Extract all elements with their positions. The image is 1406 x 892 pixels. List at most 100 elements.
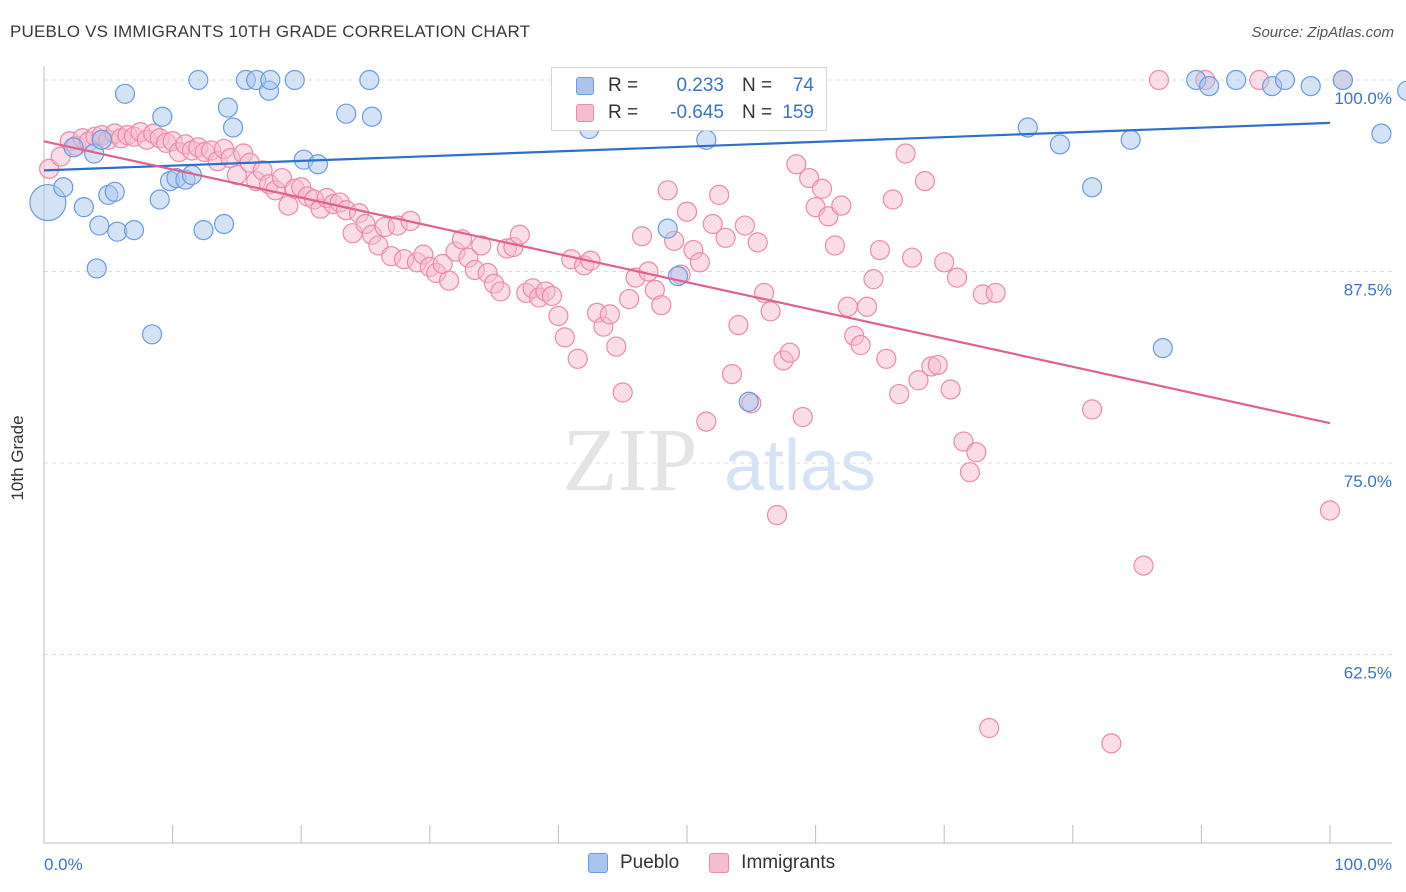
pueblo-point xyxy=(1274,69,1296,91)
legend-n-label: N = xyxy=(742,102,773,123)
immigrants-point xyxy=(651,295,672,316)
legend-label-pueblo: Pueblo xyxy=(620,852,680,873)
legend-r-label: R = xyxy=(608,75,639,96)
immigrants-point xyxy=(567,348,588,369)
immigrants-point xyxy=(599,304,620,325)
pueblo-point xyxy=(1226,69,1247,91)
immigrants-point xyxy=(940,379,961,400)
immigrants-point xyxy=(979,717,1000,739)
immigrants-point xyxy=(715,227,736,248)
immigrants-point xyxy=(889,383,910,405)
immigrants-point xyxy=(811,178,833,199)
pueblo-point xyxy=(141,324,163,345)
immigrants-point xyxy=(927,354,948,376)
pueblo-point xyxy=(1017,117,1038,138)
pueblo-point xyxy=(73,197,94,218)
pueblo-point xyxy=(107,221,128,242)
pueblo-point xyxy=(1332,69,1353,91)
pueblo-point xyxy=(361,106,383,127)
stats-legend: R = 0.233 N = 74 R = -0.645 N = 159 xyxy=(551,67,827,131)
pueblo-point xyxy=(1397,80,1406,101)
immigrants-trend-line xyxy=(43,140,1331,425)
pueblo-point xyxy=(89,215,110,236)
immigrants-point xyxy=(541,285,563,307)
pueblo-point xyxy=(738,391,759,412)
immigrants-point xyxy=(619,288,640,310)
watermark-zip: ZIP xyxy=(563,411,698,510)
pueblo-point xyxy=(359,69,380,91)
pueblo-point xyxy=(307,154,329,175)
y-tick-label: 100.0% xyxy=(1334,89,1392,108)
immigrants-point xyxy=(471,235,492,256)
immigrants-point xyxy=(824,235,845,256)
pueblo-point xyxy=(149,189,170,210)
pueblo-point xyxy=(53,177,74,198)
legend-swatch-pueblo xyxy=(588,853,608,873)
immigrants-point xyxy=(278,195,299,216)
immigrants-point xyxy=(689,252,710,273)
y-tick-label: 87.5% xyxy=(1344,281,1392,300)
legend-label-immigrants: Immigrants xyxy=(741,852,836,873)
axes xyxy=(43,66,1392,844)
immigrants-point xyxy=(490,281,511,302)
pueblo-point xyxy=(123,220,145,241)
pueblo-point xyxy=(657,218,678,239)
immigrants-point xyxy=(882,189,903,210)
immigrants-point xyxy=(985,282,1006,304)
pueblo-point xyxy=(260,69,281,91)
pueblo-points xyxy=(29,69,1406,412)
immigrants-point xyxy=(657,180,678,201)
legend-item-immigrants[interactable]: Immigrants xyxy=(709,852,835,874)
immigrants-point xyxy=(1081,399,1103,420)
immigrants-point xyxy=(792,406,813,428)
immigrants-point xyxy=(709,184,730,205)
immigrants-point xyxy=(876,348,897,369)
immigrants-point xyxy=(747,232,768,253)
watermark-atlas: atlas xyxy=(724,426,876,506)
source-credit: Source: ZipAtlas.com xyxy=(1251,24,1394,41)
legend-r-value: -0.645 xyxy=(670,102,724,123)
immigrants-point xyxy=(837,296,858,317)
legend-row-immigrants: R = -0.645 N = 159 xyxy=(576,101,814,125)
immigrants-point xyxy=(863,269,884,290)
tick-labels: 100.0% 87.5% 75.0% 62.5% 0.0% 100.0% xyxy=(44,89,1392,874)
immigrants-point xyxy=(901,247,923,268)
immigrants-point xyxy=(606,336,627,357)
immigrants-point xyxy=(548,305,569,327)
immigrants-point xyxy=(779,342,800,363)
immigrants-point xyxy=(676,201,698,222)
legend-row-pueblo: R = 0.233 N = 74 xyxy=(576,74,814,98)
immigrants-point xyxy=(850,334,871,356)
x-tick-label: 100.0% xyxy=(1334,855,1392,874)
immigrants-point xyxy=(856,296,878,317)
pueblo-point xyxy=(152,106,173,127)
immigrants-point xyxy=(702,213,723,235)
pueblo-point xyxy=(86,258,107,279)
trend-lines xyxy=(43,121,1331,425)
legend-swatch-immigrants xyxy=(709,853,730,873)
immigrants-point xyxy=(554,327,575,348)
pueblo-point xyxy=(188,69,209,91)
pueblo-point xyxy=(284,69,305,91)
immigrants-point xyxy=(631,226,653,247)
pueblo-point xyxy=(114,83,136,104)
y-tick-label: 75.0% xyxy=(1344,472,1392,491)
legend-item-pueblo[interactable]: Pueblo xyxy=(588,852,679,874)
immigrants-point xyxy=(1148,69,1170,91)
legend-r-label: R = xyxy=(608,102,639,123)
pueblo-point xyxy=(104,181,125,202)
immigrants-point xyxy=(914,171,936,192)
immigrants-point xyxy=(1319,500,1341,521)
pueblo-point xyxy=(1199,76,1220,97)
pueblo-point xyxy=(1049,134,1071,155)
immigrants-point xyxy=(721,364,743,385)
immigrants-point xyxy=(1133,555,1154,576)
immigrants-point xyxy=(946,267,968,288)
immigrants-point xyxy=(612,382,633,403)
pueblo-point xyxy=(1152,338,1173,359)
immigrants-point xyxy=(1101,733,1122,754)
y-tick-label: 62.5% xyxy=(1344,664,1392,683)
pueblo-point xyxy=(1120,129,1141,150)
immigrants-point xyxy=(696,411,717,432)
